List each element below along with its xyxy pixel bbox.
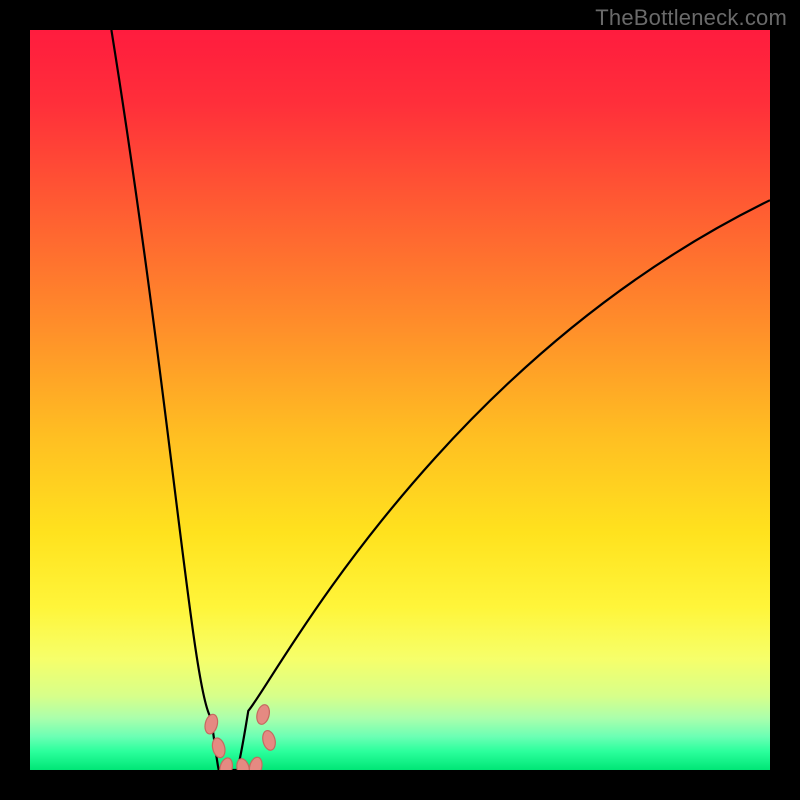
plot-area [30,30,770,780]
bottleneck-chart [0,0,800,800]
stage: TheBottleneck.com [0,0,800,800]
gradient-background [30,30,770,770]
watermark-text: TheBottleneck.com [595,5,787,31]
